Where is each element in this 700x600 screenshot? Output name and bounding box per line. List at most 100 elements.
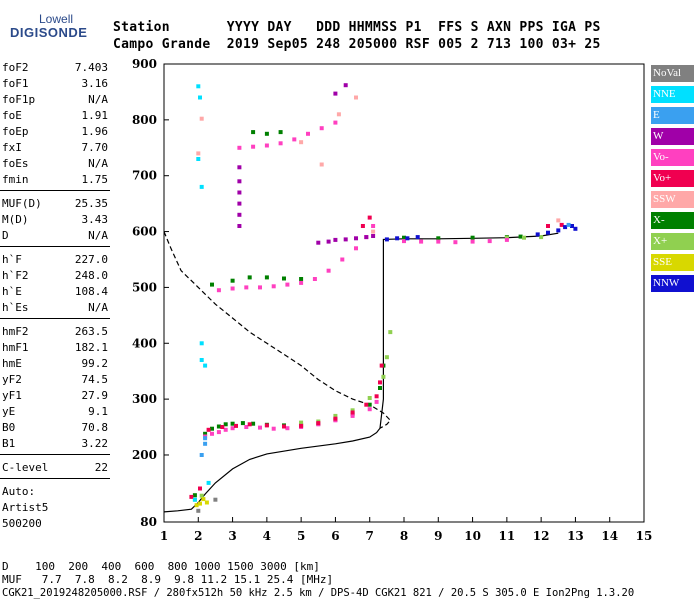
echo-point	[556, 228, 561, 233]
param-value: 25.35	[74, 197, 108, 210]
param-value: 7.403	[74, 61, 108, 74]
echo-point	[210, 431, 214, 436]
echo-point	[203, 441, 208, 446]
echo-point	[326, 239, 331, 244]
param-row: B1 3.22	[2, 436, 108, 452]
param-row: yF1 27.9	[2, 388, 108, 404]
param-value: 70.8	[81, 421, 109, 434]
param-name: fmin	[2, 173, 29, 186]
echo-point	[535, 232, 540, 237]
echo-point	[374, 399, 379, 404]
echo-point	[194, 503, 199, 508]
echo-point	[237, 190, 242, 195]
echo-point	[371, 224, 376, 228]
param-separator	[0, 190, 110, 191]
param-name: MUF(D)	[2, 197, 42, 210]
param-name: foF2	[2, 61, 29, 74]
param-separator	[0, 318, 110, 319]
echo-point	[470, 235, 475, 240]
param-row: B0 70.8	[2, 420, 108, 436]
x-tick-label: 8	[400, 529, 408, 543]
param-value: 3.43	[81, 213, 109, 226]
legend-item-w: W	[651, 128, 694, 145]
echo-point	[264, 143, 269, 148]
param-name: yF2	[2, 373, 22, 386]
param-name: yF1	[2, 389, 22, 402]
echo-point	[244, 425, 249, 429]
echo-point	[354, 95, 358, 100]
echo-point	[319, 162, 324, 167]
x-tick-label: 5	[297, 529, 305, 543]
echo-point	[378, 386, 382, 390]
param-name: hmF1	[2, 341, 29, 354]
echo-point	[573, 226, 578, 231]
echo-point	[189, 494, 194, 499]
echo-point	[350, 410, 355, 415]
legend-item-ssw: SSW	[651, 191, 694, 208]
echo-point	[251, 144, 256, 149]
echo-point	[285, 282, 290, 287]
param-row: h`E 108.4	[2, 284, 108, 300]
echo-point	[230, 421, 235, 426]
param-name: foE	[2, 109, 22, 122]
echo-point	[367, 402, 372, 407]
x-tick-label: 12	[533, 529, 550, 543]
param-row: foE 1.91	[2, 108, 108, 124]
param-value: N/A	[88, 229, 108, 242]
y-tick-label: 800	[132, 113, 157, 127]
echo-point	[504, 237, 509, 242]
legend-item-vo: Vo-	[651, 149, 694, 166]
echo-point	[216, 288, 221, 293]
echo-point	[367, 407, 372, 412]
y-tick-label: 80	[140, 515, 157, 529]
echo-point	[223, 422, 228, 427]
param-value: N/A	[88, 93, 108, 106]
echo-point	[271, 284, 276, 289]
echo-point	[196, 157, 201, 161]
param-name: D	[2, 229, 9, 242]
muf-row: MUF 7.7 7.8 8.2 8.9 9.8 11.2 15.1 25.4 […	[2, 573, 334, 586]
legend-item-nnw: NNW	[651, 275, 694, 292]
echo-point	[258, 285, 262, 290]
echo-point	[230, 286, 235, 291]
echo-point	[237, 179, 242, 184]
echo-point	[299, 423, 304, 428]
echo-point	[556, 218, 561, 223]
param-row: foF1 3.16	[2, 76, 108, 92]
param-row: C-level 22	[2, 460, 108, 476]
legend-item-x: X-	[651, 212, 694, 229]
echo-point	[312, 277, 317, 281]
echo-point	[201, 497, 206, 502]
echo-point	[367, 215, 372, 220]
echo-point	[198, 95, 202, 100]
legend-item-vo: Vo+	[651, 170, 694, 187]
echo-point	[210, 426, 214, 431]
echo-point	[199, 184, 204, 189]
param-value: 74.5	[81, 373, 109, 386]
echo-point	[374, 394, 379, 399]
y-tick-label: 700	[132, 169, 157, 183]
distance-row: D 100 200 400 600 800 1000 1500 3000 [km…	[2, 560, 320, 573]
echo-point	[381, 374, 386, 379]
param-row: h`F 227.0	[2, 252, 108, 268]
param-name: h`F2	[2, 269, 29, 282]
echo-point	[230, 426, 235, 431]
param-name: yE	[2, 405, 16, 418]
legend-item-noval: NoVal	[651, 65, 694, 82]
auto-algorithm: Artist5	[2, 501, 49, 514]
param-value: 1.91	[81, 109, 109, 122]
echo-point	[316, 421, 321, 426]
echo-point	[343, 83, 348, 88]
echo-point	[350, 413, 355, 418]
x-tick-label: 15	[636, 529, 653, 543]
echo-point	[237, 165, 242, 170]
echo-point	[546, 224, 550, 228]
x-tick-label: 2	[194, 529, 202, 543]
echo-point	[570, 224, 574, 228]
param-value: N/A	[88, 157, 108, 170]
param-value: 263.5	[74, 325, 108, 338]
echo-point	[230, 278, 235, 283]
echo-point	[518, 234, 523, 239]
dashed-curve	[163, 231, 392, 429]
